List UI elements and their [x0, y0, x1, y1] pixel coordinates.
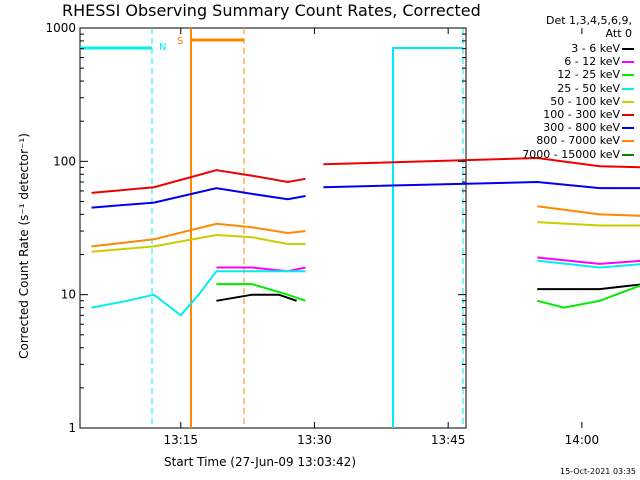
legend-label: 800 - 7000 keV — [536, 134, 620, 148]
x-tick-label-2: 13:45 — [431, 433, 466, 447]
series-line-0-before — [216, 293, 297, 302]
legend-swatch — [622, 48, 634, 50]
legend-swatch — [622, 127, 634, 130]
night-label: N — [159, 42, 166, 53]
y-tick-label-3: 1000 — [45, 21, 76, 35]
series-line-6-before — [91, 187, 306, 209]
legend-swatch — [622, 100, 634, 103]
legend-item: 25 - 50 keV — [484, 82, 634, 95]
plot-frame — [79, 27, 467, 429]
night-bar-right — [392, 47, 463, 428]
legend-label: 6 - 12 keV — [564, 55, 620, 69]
chart-title: RHESSI Observing Summary Count Rates, Co… — [62, 1, 481, 20]
legend-item: 7000 - 15000 keV — [484, 148, 634, 161]
saa-label: S — [177, 36, 183, 47]
detector-info: Det 1,3,4,5,6,9, Att 0 — [546, 14, 632, 40]
y-tick-label-1: 10 — [61, 288, 76, 302]
series-line-5-after — [323, 156, 640, 169]
x-axis-label: Start Time (27-Jun-09 13:03:42) — [164, 455, 356, 469]
legend-label: 100 - 300 keV — [543, 107, 620, 121]
y-axis-label: Corrected Count Rate (s⁻¹ detector⁻¹) — [17, 133, 31, 359]
legend-item: 3 - 6 keV — [484, 42, 634, 55]
legend-item: 100 - 300 keV — [484, 108, 634, 121]
legend-label: 12 - 25 keV — [557, 68, 620, 82]
detector-list: Det 1,3,4,5,6,9, — [545, 14, 632, 27]
attenuator-state: Att 0 — [605, 27, 632, 40]
x-tick-label-0: 13:15 — [163, 433, 198, 447]
series-line-7-after — [537, 205, 640, 217]
legend-swatch — [622, 61, 634, 64]
series-line-3-before — [91, 270, 306, 317]
legend-item: 12 - 25 keV — [484, 68, 634, 81]
legend-label: 3 - 6 keV — [571, 42, 620, 55]
legend: 3 - 6 keV 6 - 12 keV 12 - 25 keV 25 - 50 ke… — [484, 42, 634, 161]
series-line-1-after — [537, 256, 640, 265]
series-line-2-after — [537, 284, 640, 309]
legend-swatch — [622, 140, 634, 143]
legend-label: 7000 - 15000 keV — [522, 147, 620, 161]
mode-overlays: NS — [80, 28, 464, 428]
legend-swatch — [622, 153, 634, 156]
legend-item: 800 - 7000 keV — [484, 134, 634, 147]
y-tick-label-0: 1 — [68, 421, 76, 435]
series-line-4-after — [537, 221, 640, 227]
legend-swatch — [622, 113, 634, 116]
series-line-2-before — [216, 283, 306, 302]
legend-item: 300 - 800 keV — [484, 121, 634, 134]
legend-label: 50 - 100 keV — [550, 94, 620, 108]
legend-label: 300 - 800 keV — [543, 121, 620, 135]
legend-swatch — [622, 74, 634, 77]
x-tick-label-1: 13:30 — [297, 433, 332, 447]
series-line-7-before — [91, 222, 306, 248]
x-tick-label-3: 14:00 — [565, 433, 600, 447]
series-layer — [91, 156, 640, 317]
legend-item: 6 - 12 keV — [484, 55, 634, 68]
series-line-3-after — [537, 259, 640, 269]
y-tick-label-2: 100 — [53, 154, 76, 168]
legend-swatch — [622, 87, 634, 90]
generation-timestamp: 15-Oct-2021 03:35 — [560, 467, 636, 476]
series-line-0-after — [537, 283, 640, 291]
series-line-5-before — [91, 169, 306, 194]
legend-label: 25 - 50 keV — [557, 81, 620, 95]
series-line-6-after — [323, 180, 640, 190]
legend-item: 50 - 100 keV — [484, 95, 634, 108]
series-line-1-before — [216, 266, 306, 273]
plot-axes — [79, 27, 467, 429]
series-line-4-before — [91, 233, 306, 253]
